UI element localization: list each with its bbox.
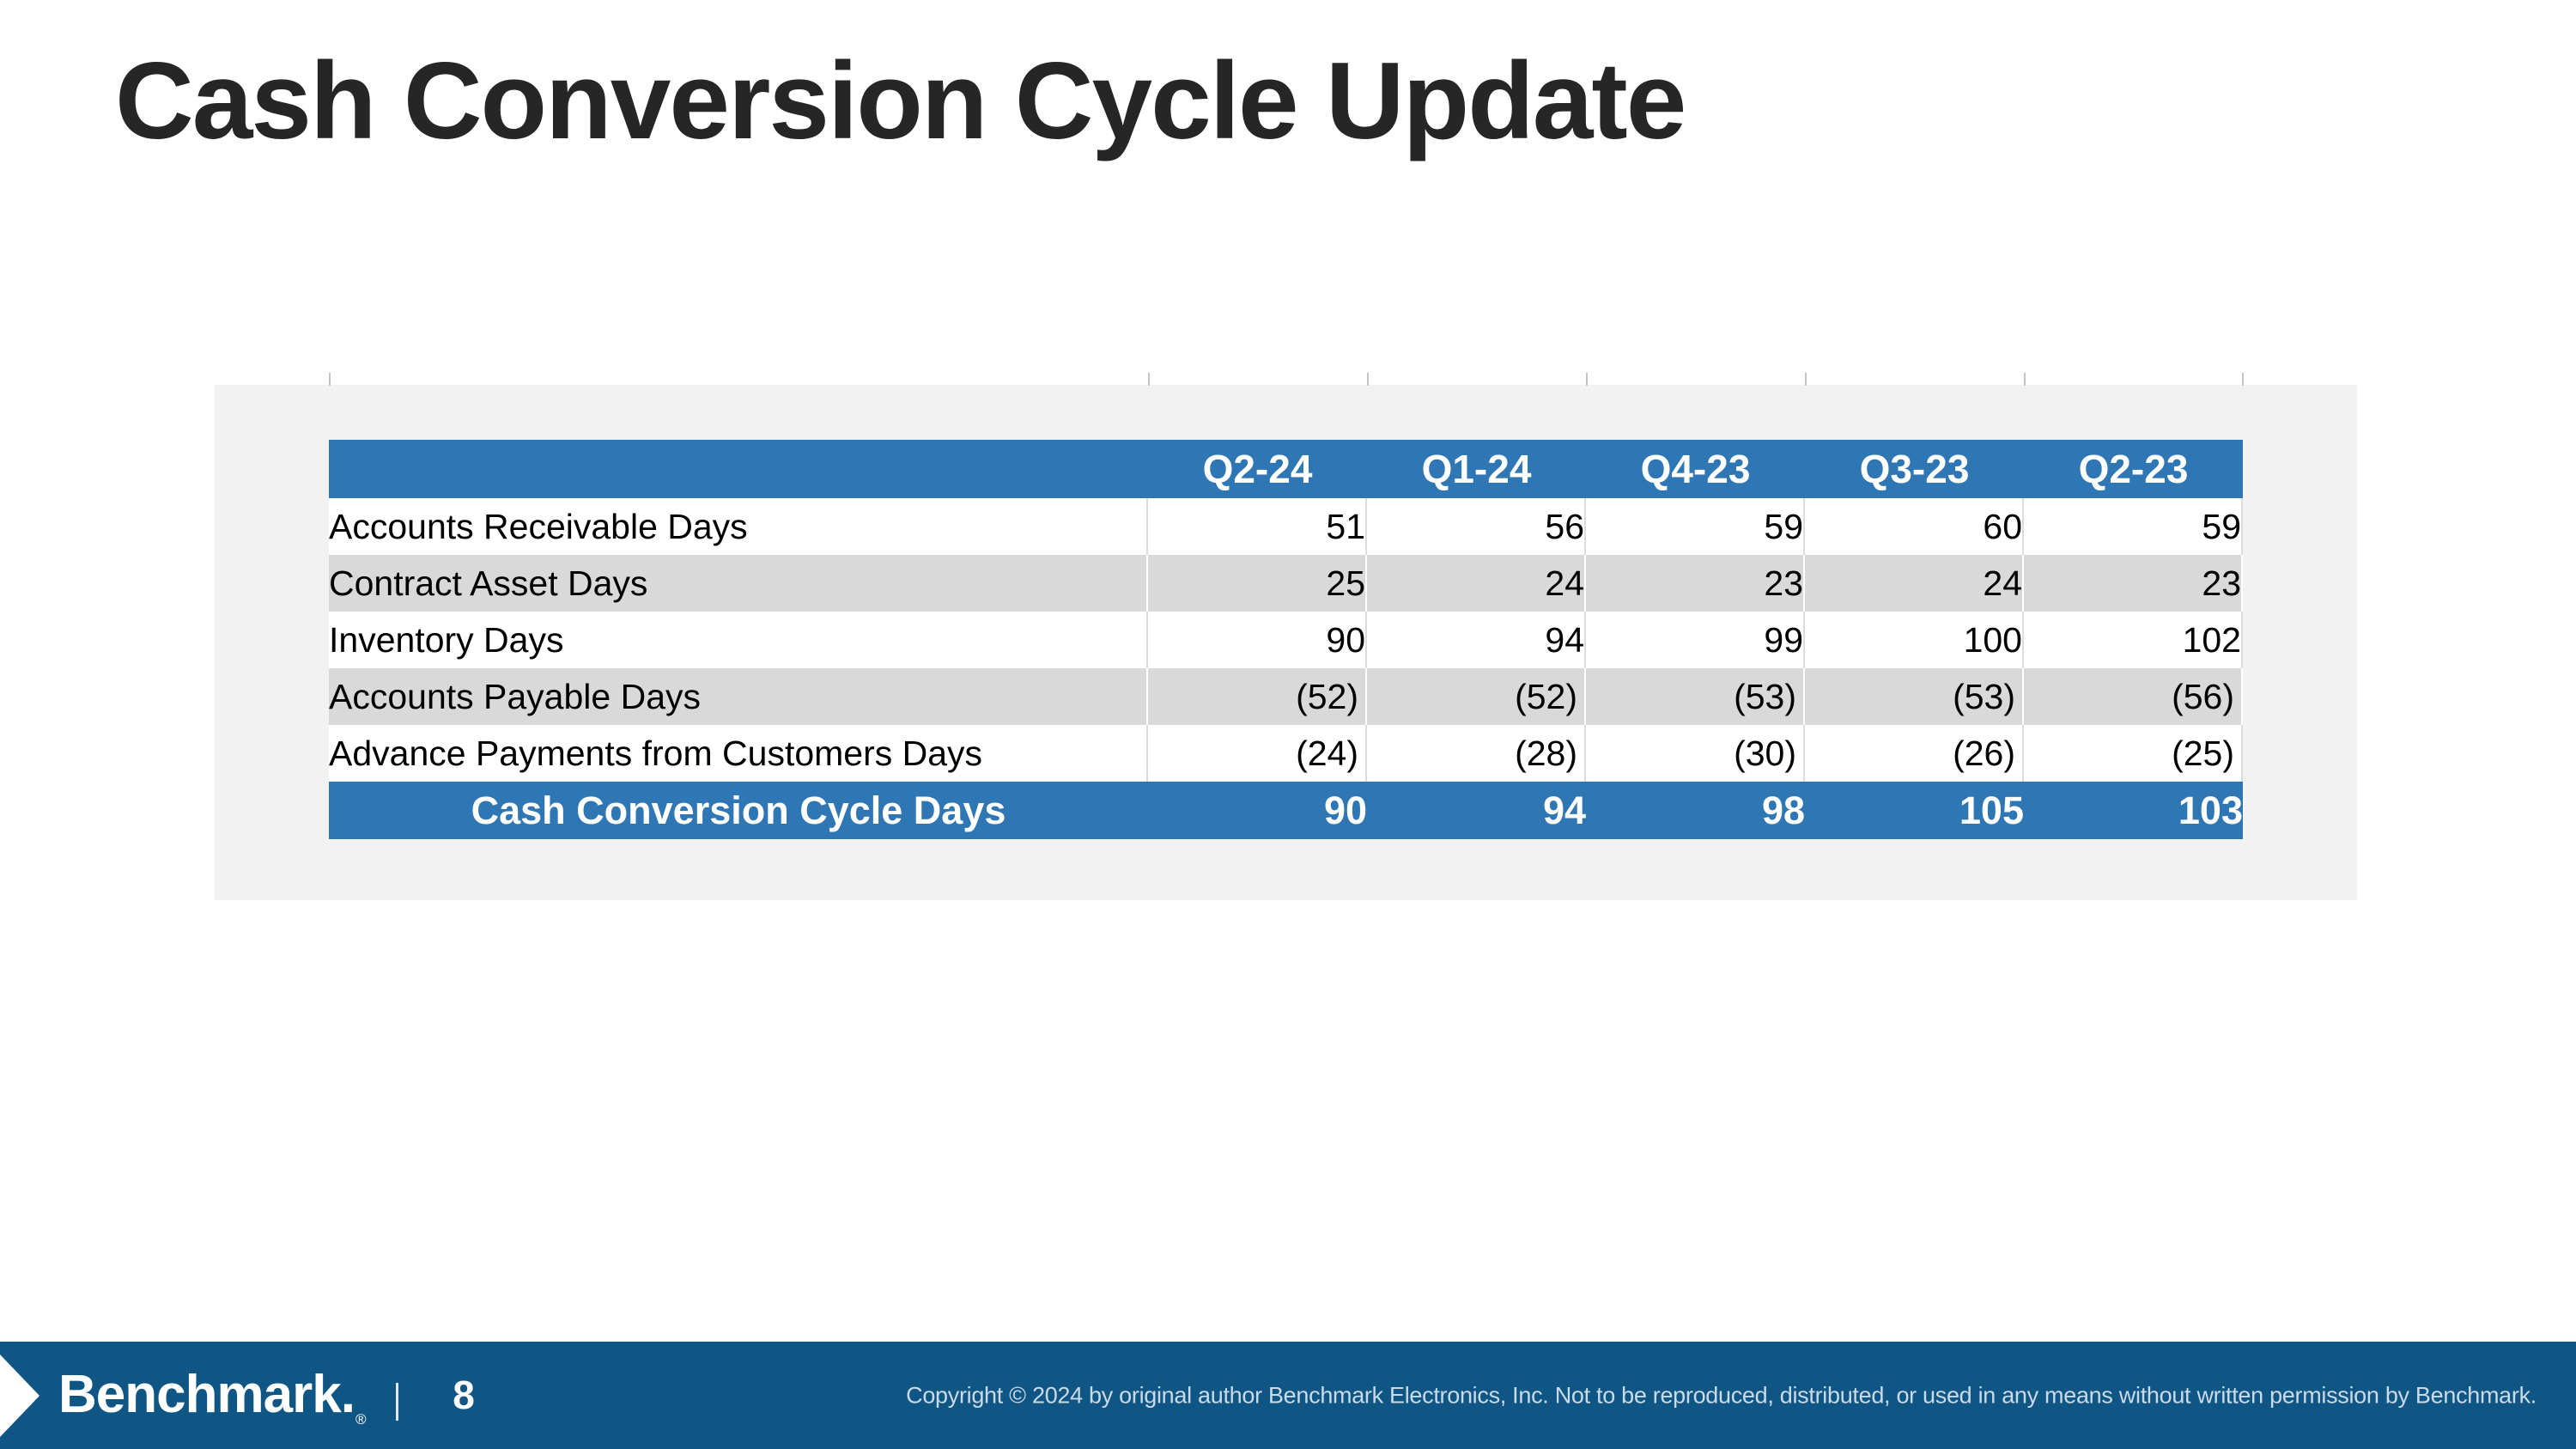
footer-bar: Benchmark.® 8 Copyright © 2024 by origin…: [0, 1342, 2576, 1449]
registered-trademark-icon: ®: [355, 1410, 366, 1428]
value-cell: 23: [2024, 555, 2243, 612]
benchmark-wordmark: Benchmark.: [58, 1364, 355, 1424]
value-cell: 59: [1586, 498, 1805, 555]
row-label: Accounts Payable Days: [329, 668, 1148, 725]
row-label: Accounts Receivable Days: [329, 498, 1148, 555]
value-cell: 56: [1367, 498, 1586, 555]
value-cell: 94: [1367, 612, 1586, 668]
value-cell: 51: [1148, 498, 1367, 555]
value-cell: (26): [1805, 725, 2024, 782]
value-cell: 60: [1805, 498, 2024, 555]
page-number: 8: [453, 1372, 475, 1417]
footer-divider: [396, 1383, 398, 1421]
value-cell: 105: [1805, 782, 2024, 839]
value-cell: (24): [1148, 725, 1367, 782]
col-header-q3-23: Q3-23: [1805, 440, 2024, 498]
copyright-text: Copyright © 2024 by original author Benc…: [906, 1382, 2537, 1408]
value-cell: (25): [2024, 725, 2243, 782]
gridline-tick: [1586, 373, 1588, 386]
value-cell: (30): [1586, 725, 1805, 782]
value-cell: 100: [1805, 612, 2024, 668]
cash-conversion-cycle-table: Q2-24 Q1-24 Q4-23 Q3-23 Q2-23 Accounts R…: [329, 440, 2243, 839]
value-cell: (52): [1148, 668, 1367, 725]
value-cell: 99: [1586, 612, 1805, 668]
value-cell: 103: [2024, 782, 2243, 839]
benchmark-logo: Benchmark.®: [58, 1364, 366, 1428]
value-cell: (56): [2024, 668, 2243, 725]
value-cell: 90: [1148, 782, 1367, 839]
value-cell: 24: [1805, 555, 2024, 612]
value-cell: 24: [1367, 555, 1586, 612]
table-row-inventory: Inventory Days 90 94 99 100 102: [329, 612, 2243, 668]
col-header-q2-24: Q2-24: [1148, 440, 1367, 498]
benchmark-arrow-icon: [0, 1354, 39, 1437]
gridline-tick: [1367, 373, 1369, 386]
table-row-accounts-payable: Accounts Payable Days (52) (52) (53) (53…: [329, 668, 2243, 725]
col-header-q2-23: Q2-23: [2024, 440, 2243, 498]
table-row-total-ccc: Cash Conversion Cycle Days 90 94 98 105 …: [329, 782, 2243, 839]
row-label: Contract Asset Days: [329, 555, 1148, 612]
value-cell: 102: [2024, 612, 2243, 668]
table-row-contract-asset: Contract Asset Days 25 24 23 24 23: [329, 555, 2243, 612]
gridline-tick: [2242, 373, 2244, 386]
corner-cell: [329, 440, 1148, 498]
table-row-accounts-receivable: Accounts Receivable Days 51 56 59 60 59: [329, 498, 2243, 555]
value-cell: 23: [1586, 555, 1805, 612]
gridline-tick: [2024, 373, 2026, 386]
table-header-row: Q2-24 Q1-24 Q4-23 Q3-23 Q2-23: [329, 440, 2243, 498]
value-cell: (53): [1805, 668, 2024, 725]
table-row-advance-payments: Advance Payments from Customers Days (24…: [329, 725, 2243, 782]
row-label: Inventory Days: [329, 612, 1148, 668]
value-cell: 98: [1586, 782, 1805, 839]
value-cell: (52): [1367, 668, 1586, 725]
value-cell: 25: [1148, 555, 1367, 612]
row-label: Advance Payments from Customers Days: [329, 725, 1148, 782]
gridline-tick: [1805, 373, 1807, 386]
value-cell: 90: [1148, 612, 1367, 668]
value-cell: 94: [1367, 782, 1586, 839]
value-cell: 59: [2024, 498, 2243, 555]
value-cell: (53): [1586, 668, 1805, 725]
col-header-q1-24: Q1-24: [1367, 440, 1586, 498]
page-title: Cash Conversion Cycle Update: [115, 40, 1686, 161]
gridline-tick: [1148, 373, 1150, 386]
total-row-label: Cash Conversion Cycle Days: [329, 782, 1148, 839]
col-header-q4-23: Q4-23: [1586, 440, 1805, 498]
gridline-tick: [329, 373, 331, 386]
value-cell: (28): [1367, 725, 1586, 782]
